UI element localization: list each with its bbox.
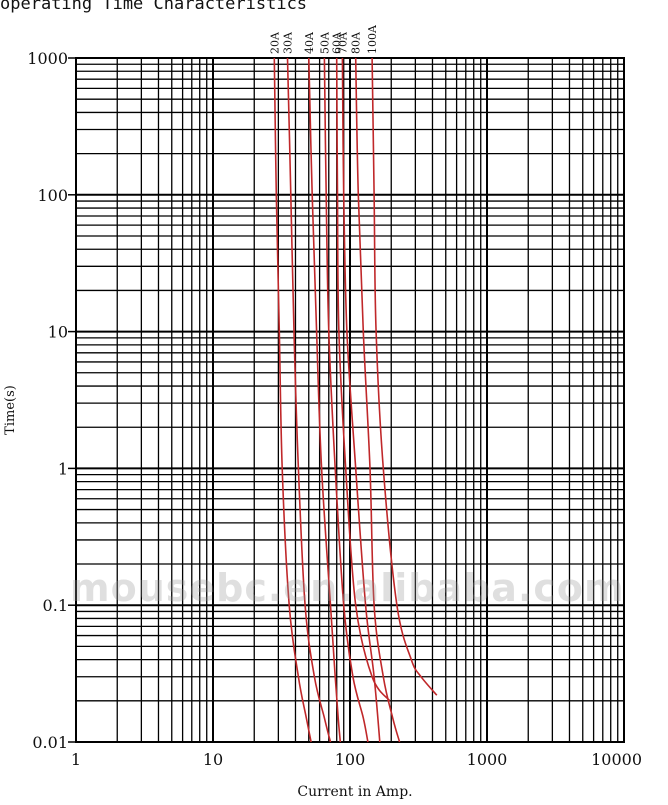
series-lines	[273, 57, 438, 743]
x-tick-label: 1000	[467, 750, 508, 769]
series-label-80a: 80A	[350, 31, 363, 54]
series-line-20a	[273, 57, 312, 743]
series-label-50a: 50A	[318, 31, 331, 54]
series-line-50a	[323, 57, 369, 743]
series-line-60a	[335, 57, 391, 702]
series-line-30a	[286, 57, 332, 743]
watermark: mousebc.en.alibaba.com	[70, 566, 625, 610]
x-tick-label: 1	[71, 750, 81, 769]
chart-title: operating Time Characteristics	[0, 0, 308, 14]
series-label-20a: 20A	[268, 31, 281, 54]
y-tick-label: 1000	[27, 49, 68, 68]
series-label-70a: 70A	[336, 31, 349, 54]
x-tick-label: 100	[335, 750, 366, 769]
y-tick-label: 0.1	[43, 596, 68, 615]
x-tick-label: 10	[203, 750, 223, 769]
x-axis-ticks: 1 10 100 1000 10000	[71, 750, 642, 769]
x-tick-label: 10000	[591, 750, 642, 769]
y-tick-label: 1	[58, 459, 68, 478]
series-line-70a	[341, 57, 381, 743]
series-label-60a: 60A	[331, 31, 344, 54]
series-line-100a	[371, 57, 438, 696]
y-axis-ticks: 0.01 0.1 1 10 100 1000	[27, 49, 76, 752]
x-axis-label: Current in Amp.	[297, 784, 412, 800]
y-tick-label: 10	[48, 323, 68, 342]
grid	[75, 57, 625, 743]
series-label-30a: 30A	[282, 31, 295, 54]
series-line-80a	[354, 57, 401, 743]
y-axis-label: Time(s)	[3, 385, 18, 435]
y-tick-label: 0.01	[32, 733, 68, 752]
series-line-40a	[308, 57, 342, 743]
y-tick-label: 100	[37, 186, 68, 205]
series-label-100a: 100A	[366, 24, 379, 54]
series-label-40a: 40A	[303, 31, 316, 54]
